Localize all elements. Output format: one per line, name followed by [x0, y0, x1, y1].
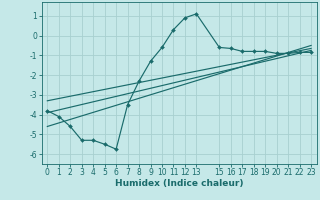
X-axis label: Humidex (Indice chaleur): Humidex (Indice chaleur) [115, 179, 244, 188]
